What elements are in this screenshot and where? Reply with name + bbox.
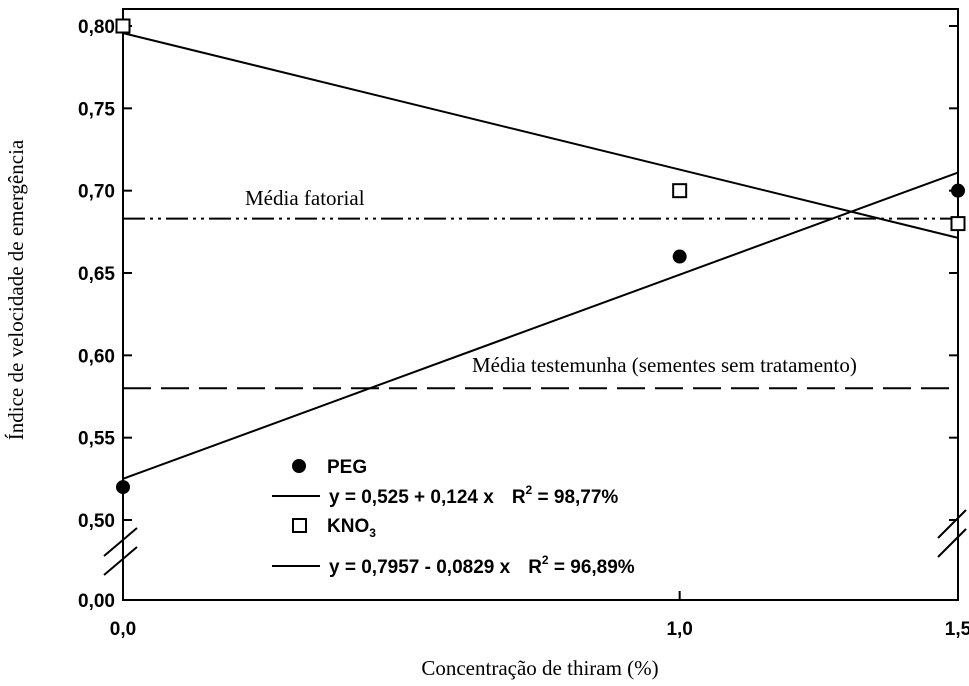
axis-break-right <box>937 509 967 558</box>
y-tick-label: 0,00 <box>78 591 115 612</box>
x-tick-label: 0,0 <box>110 619 136 640</box>
y-tick-label: 0,60 <box>78 346 115 367</box>
legend: PEG y = 0,525 + 0,124 x R2 = 98,77% KNO3 … <box>272 457 635 578</box>
legend-fit-kno3: y = 0,7957 - 0,0829 x R2 = 96,89% <box>329 553 635 578</box>
y-tick-label: 0,50 <box>78 511 115 532</box>
x-tick-label: 1,0 <box>666 619 692 640</box>
legend-label-kno3: KNO3 <box>327 516 376 540</box>
data-point-series-1 <box>672 183 688 199</box>
fit-line-series-0 <box>122 171 959 480</box>
legend-label-peg: PEG <box>327 457 367 478</box>
y-axis-label: Índice de velocidade de emergência <box>4 139 28 440</box>
data-point-series-0 <box>672 249 687 264</box>
data-point-series-1 <box>115 18 131 34</box>
x-tick-label: 1,5 <box>945 619 969 640</box>
y-tick-label: 0,65 <box>78 264 115 285</box>
data-point-series-1 <box>950 216 966 232</box>
y-tick-label: 0,80 <box>78 17 115 38</box>
data-point-series-0 <box>951 183 965 198</box>
reference-label-media-fatorial: Média fatorial <box>245 186 365 210</box>
y-tick-label: 0,55 <box>78 429 115 450</box>
y-tick-label: 0,70 <box>78 182 115 203</box>
axis-break-left <box>103 527 138 576</box>
plot-frame <box>122 8 959 601</box>
legend-marker-kno3 <box>292 518 307 533</box>
legend-marker-peg <box>292 459 306 473</box>
x-axis-label: Concentração de thiram (%) <box>421 656 658 680</box>
legend-fit-peg: y = 0,525 + 0,124 x R2 = 98,77% <box>329 483 618 508</box>
fit-line-series-1 <box>122 32 959 239</box>
y-tick-label: 0,75 <box>78 99 115 120</box>
reference-label-media-testemunha: Média testemunha (sementes sem tratament… <box>472 353 857 377</box>
data-point-series-0 <box>116 480 130 495</box>
